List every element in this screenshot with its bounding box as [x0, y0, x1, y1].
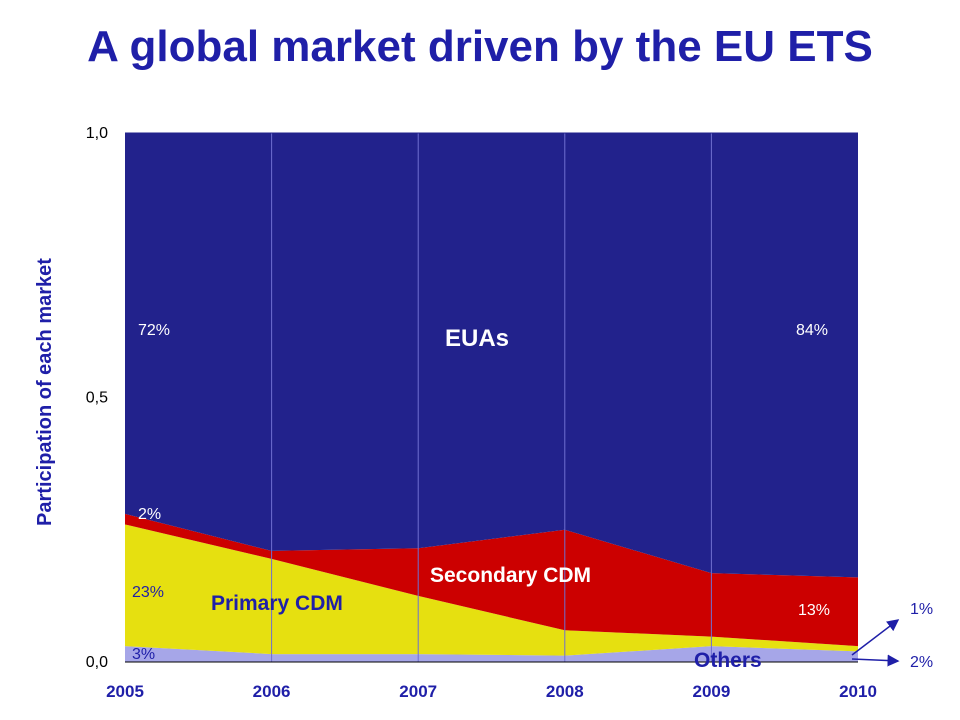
chart-labels: EUAs Secondary CDM Primary CDM Others 72% 84%…: [132, 322, 933, 672]
axes: 2005 2006 2007 2008 2009 2010 0,0 0,5 1,0 Partici…: [34, 125, 877, 701]
x-tick-label: 2007: [399, 682, 437, 701]
area-label-primary-cdm: Primary CDM: [211, 592, 343, 615]
area-secondary-cdm: [125, 513, 858, 647]
leader-arrow-others: [851, 654, 900, 667]
data-label-secondary-cdm: 13%: [798, 602, 830, 619]
data-label-others: 3%: [132, 646, 155, 663]
x-tick-label: 2006: [253, 682, 291, 701]
area-layers: [125, 133, 858, 662]
leader-arrow-primary-cdm: [851, 619, 900, 656]
area-euas: [125, 133, 858, 578]
data-label-primary-cdm: 1%: [910, 601, 933, 618]
area-label-others: Others: [694, 649, 762, 672]
y-tick-label: 1,0: [86, 125, 108, 142]
data-label-euas: 72%: [138, 322, 170, 339]
area-primary-cdm: [125, 524, 858, 656]
y-tick-label: 0,0: [86, 654, 108, 671]
data-label-euas: 84%: [796, 322, 828, 339]
vertical-gridlines: [271, 133, 712, 662]
area-others: [125, 646, 858, 662]
y-axis-title: Participation of each market: [34, 258, 56, 526]
x-tick-label: 2010: [839, 682, 877, 701]
area-label-euas: EUAs: [445, 325, 509, 352]
data-label-others: 2%: [910, 654, 933, 671]
data-label-secondary-cdm: 2%: [138, 506, 161, 523]
x-tick-label: 2009: [692, 682, 730, 701]
data-label-primary-cdm: 23%: [132, 584, 164, 601]
chart-title: A global market driven by the EU ETS: [87, 22, 873, 71]
area-label-secondary-cdm: Secondary CDM: [430, 564, 591, 587]
x-tick-label: 2005: [106, 682, 144, 701]
x-tick-label: 2008: [546, 682, 584, 701]
y-tick-label: 0,5: [86, 390, 108, 407]
